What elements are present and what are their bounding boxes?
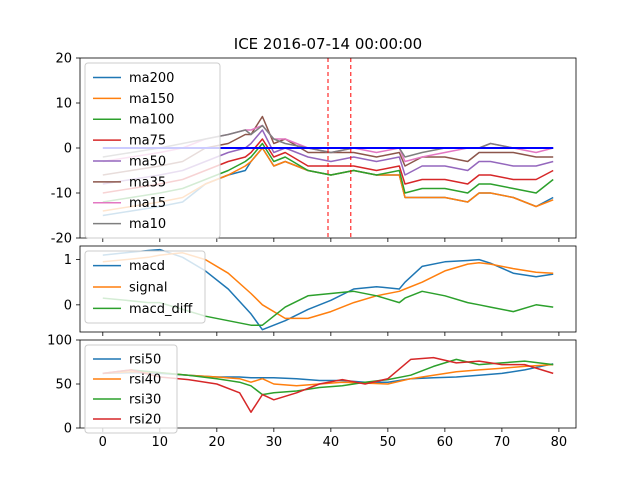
y-tick-label: 20 <box>55 52 72 67</box>
legend-label: ma100 <box>129 113 174 128</box>
subplot-frame <box>79 339 577 429</box>
legend: ma200 ma150 ma100 ma75 ma50 ma35 ma15 ma10 <box>84 62 221 239</box>
x-tick-label: 0 <box>99 435 107 450</box>
legend-label: macd <box>129 259 165 274</box>
x-tick-label: 80 <box>551 435 568 450</box>
legend-label: rsi40 <box>129 373 161 388</box>
subplot-frame <box>79 245 577 333</box>
y-tick-label: 1 <box>64 253 72 268</box>
legend-label: ma10 <box>129 217 166 232</box>
subplot-2: 0 1 macd signal macd_diff <box>64 245 577 336</box>
legend-box <box>84 250 206 324</box>
plots-group: -20-1001020ma200ma150ma100ma75ma50ma35ma… <box>47 52 577 450</box>
legend-label: ma75 <box>129 134 166 149</box>
x-tick-label: 40 <box>323 435 340 450</box>
legend: rsi50 rsi40 rsi30 rsi20 <box>84 344 178 434</box>
series-line-rsi20 <box>102 356 554 413</box>
y-tick-label: 0 <box>64 298 72 313</box>
legend-label: macd_diff <box>129 302 193 317</box>
y-tick-label: 10 <box>55 97 72 112</box>
y-tick-label: 100 <box>47 334 72 349</box>
legend-label: rsi30 <box>129 393 161 408</box>
legend-box <box>84 62 221 239</box>
x-tick-label: 60 <box>437 435 454 450</box>
x-tick-label: 30 <box>266 435 283 450</box>
subplot-frame <box>79 57 577 239</box>
series-line-rsi30 <box>102 358 554 396</box>
legend-label: rsi20 <box>129 413 161 428</box>
legend-label: ma50 <box>129 154 166 169</box>
legend-label: rsi50 <box>129 353 161 368</box>
y-tick-label: 0 <box>64 142 72 157</box>
y-tick-label: -10 <box>51 187 72 202</box>
x-tick-label: 10 <box>152 435 169 450</box>
legend-label: ma150 <box>129 92 174 107</box>
legend-label: signal <box>129 281 167 296</box>
y-tick-label: 50 <box>55 378 72 393</box>
y-tick-label: 0 <box>64 422 72 437</box>
legend-label: ma35 <box>129 175 166 190</box>
subplot-1: -20-1001020ma200ma150ma100ma75ma50ma35ma… <box>51 52 577 247</box>
x-tick-label: 20 <box>209 435 226 450</box>
legend-box <box>84 344 178 434</box>
legend: macd signal macd_diff <box>84 250 206 324</box>
chart-title: ICE 2016-07-14 00:00:00 <box>234 35 422 53</box>
x-tick-label: 50 <box>380 435 397 450</box>
subplot-series-group <box>102 356 554 413</box>
y-tick-label: -20 <box>51 232 72 247</box>
x-tick-label: 70 <box>494 435 511 450</box>
legend-label: ma200 <box>129 71 174 86</box>
legend-label: ma15 <box>129 196 166 211</box>
